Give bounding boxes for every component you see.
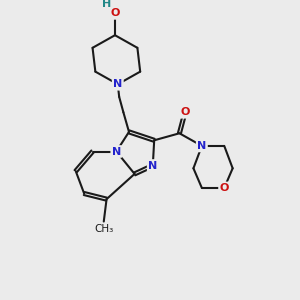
Text: N: N xyxy=(112,146,121,157)
Text: O: O xyxy=(110,8,120,18)
Text: N: N xyxy=(113,79,122,89)
Text: CH₃: CH₃ xyxy=(94,224,113,234)
Text: H: H xyxy=(102,0,111,9)
Text: O: O xyxy=(220,183,229,193)
Text: N: N xyxy=(197,141,206,151)
Text: O: O xyxy=(180,107,190,117)
Text: N: N xyxy=(148,160,158,170)
